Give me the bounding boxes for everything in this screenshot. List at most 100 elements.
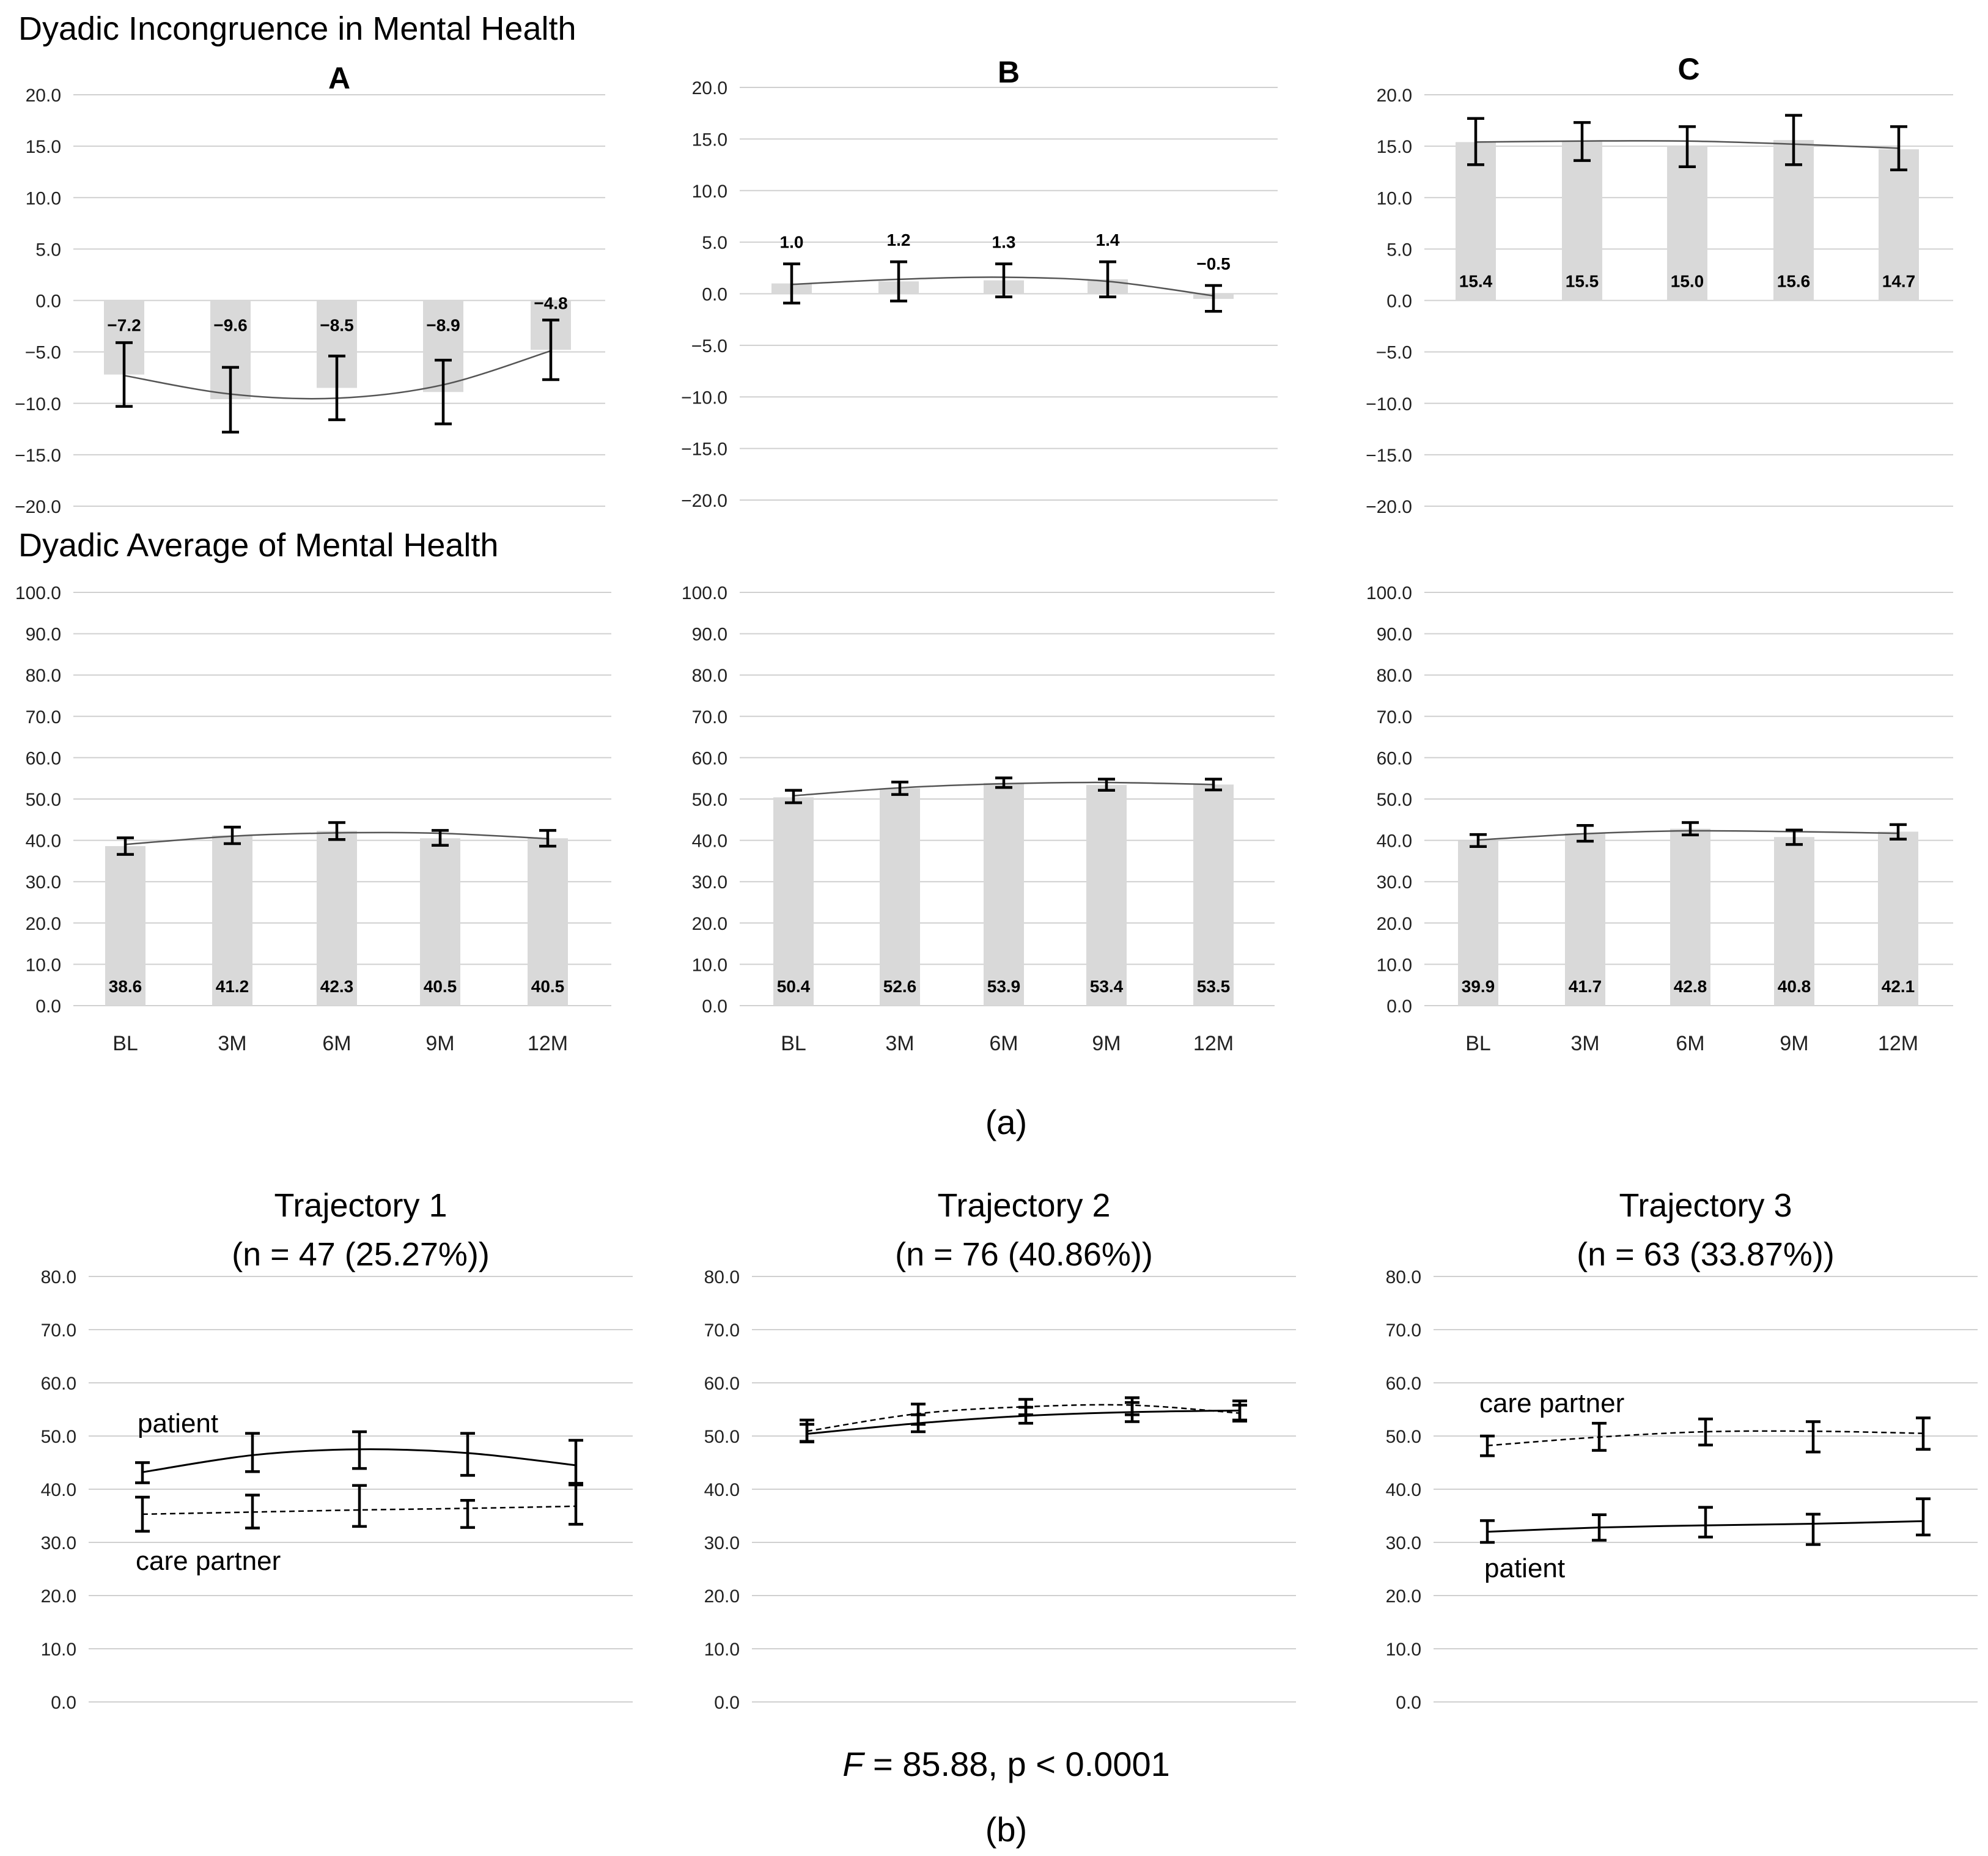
y-tick-label: 10.0	[1377, 188, 1412, 208]
y-tick-label: 90.0	[1377, 625, 1412, 645]
chart-average-B: 100.0 90.0 80.0 70.0 60.0 50.0 40.0 30.0 20.0 10.…	[682, 583, 1275, 1055]
y-tick-label: 60.0	[1377, 748, 1412, 768]
y-tick-label: 0.0	[702, 996, 727, 1017]
x-tick-label: 12M	[528, 1032, 568, 1055]
y-tick-label: 10.0	[704, 1640, 740, 1660]
chart-incongruence-B: 20.0 15.0 10.0 5.0 0.0 −5.0 −10.0 −15.0 −20.0 B 1.…	[681, 55, 1278, 511]
series-label-patient: patient	[138, 1409, 218, 1438]
chart-incongruence-C: 20.0 15.0 10.0 5.0 0.0 −5.0 −10.0 −15.0 −20.0 C 15…	[1366, 52, 1953, 517]
chart-trajectory-2: 80.0 70.0 60.0 50.0 40.0 30.0 20.0 10.0 0.0 Traje…	[704, 1187, 1296, 1713]
y-tick-label: 5.0	[1386, 240, 1412, 260]
y-tick-label: 70.0	[1377, 707, 1412, 727]
data-label: 15.0	[1671, 272, 1704, 291]
y-tick-label: 30.0	[692, 872, 727, 893]
bar-9M	[420, 838, 460, 1006]
y-tick-label: 60.0	[26, 748, 61, 768]
chart-average-C: 100.0 90.0 80.0 70.0 60.0 50.0 40.0 30.0 20.0 10.…	[1366, 583, 1953, 1055]
data-label: 41.2	[216, 977, 249, 996]
data-label: −9.6	[213, 316, 247, 335]
y-tick-label: 20.0	[692, 78, 727, 98]
x-tick-label: 12M	[1878, 1032, 1918, 1055]
data-label: 50.4	[777, 977, 811, 996]
bar-BL	[105, 846, 145, 1006]
y-tick-label: 70.0	[692, 707, 727, 727]
y-tick-label: 30.0	[1377, 872, 1412, 893]
y-tick-label: 0.0	[1396, 1693, 1421, 1713]
y-tick-label: 20.0	[1377, 86, 1412, 106]
data-label: 39.9	[1462, 977, 1495, 996]
y-tick-label: 15.0	[1377, 137, 1412, 157]
x-tick-label: BL	[781, 1032, 806, 1055]
y-tick-label: 40.0	[1377, 831, 1412, 852]
data-label: 40.5	[531, 977, 565, 996]
chart-incongruence-A: 20.0 15.0 10.0 5.0 0.0 −5.0 −10.0 −15.0 −20.0 A −7…	[15, 61, 605, 517]
x-tick-label: 12M	[1193, 1032, 1234, 1055]
y-tick-label: 0.0	[35, 292, 61, 312]
bar-3M	[212, 835, 252, 1006]
y-tick-label: 40.0	[692, 831, 727, 852]
y-tick-label: 60.0	[704, 1374, 740, 1394]
data-label: 40.5	[424, 977, 457, 996]
y-tick-label: 10.0	[692, 955, 727, 975]
y-tick-label: 60.0	[692, 748, 727, 768]
y-tick-label: 20.0	[704, 1586, 740, 1607]
statistic-text: F = 85.88, p < 0.0001	[842, 1745, 1170, 1783]
y-tick-label: −5.0	[691, 336, 727, 356]
statistic-symbol: F	[842, 1745, 865, 1783]
y-tick-label: 5.0	[702, 233, 727, 253]
y-tick-label: 80.0	[1386, 1267, 1421, 1287]
bar-6M	[984, 783, 1024, 1006]
bar-6M	[1667, 146, 1707, 301]
y-tick-label: 70.0	[1386, 1320, 1421, 1341]
y-tick-label: 20.0	[26, 86, 61, 106]
chart-average-A: 100.0 90.0 80.0 70.0 60.0 50.0 40.0 30.0 20.0 10.…	[15, 583, 611, 1055]
series-label-care-partner: care partner	[136, 1546, 281, 1576]
data-label: 40.8	[1778, 977, 1811, 996]
y-tick-label: 40.0	[1386, 1480, 1421, 1500]
chart-title: Trajectory 2	[937, 1187, 1110, 1224]
y-tick-label: 10.0	[26, 955, 61, 975]
y-tick-label: 20.0	[692, 914, 727, 934]
chart-title: Trajectory 1	[274, 1187, 447, 1224]
y-tick-label: 80.0	[26, 666, 61, 686]
data-label: 38.6	[109, 977, 142, 996]
data-label: 15.6	[1777, 272, 1811, 291]
statistic-rest: = 85.88, p < 0.0001	[863, 1745, 1169, 1783]
x-tick-label: 6M	[322, 1032, 351, 1055]
data-label: 1.3	[992, 233, 1016, 252]
y-tick-label: 80.0	[1377, 666, 1412, 686]
data-label: 1.2	[887, 230, 911, 249]
data-label: −0.5	[1196, 254, 1230, 273]
y-tick-label: 80.0	[692, 666, 727, 686]
series-label-care-partner: care partner	[1479, 1388, 1624, 1418]
y-tick-label: 10.0	[41, 1640, 76, 1660]
x-tick-label: 9M	[425, 1032, 454, 1055]
y-tick-label: 40.0	[41, 1480, 76, 1500]
chart-subtitle: (n = 76 (40.86%))	[895, 1236, 1153, 1273]
data-label: 14.7	[1882, 272, 1916, 291]
y-tick-label: 0.0	[35, 996, 61, 1017]
y-tick-label: −15.0	[15, 446, 61, 466]
data-label: 42.3	[320, 977, 354, 996]
y-tick-label: 80.0	[704, 1267, 740, 1287]
bar-12M	[1879, 149, 1919, 301]
y-tick-label: 20.0	[1386, 1586, 1421, 1607]
chart-subtitle: (n = 47 (25.27%))	[232, 1236, 490, 1273]
series-line-care-partner	[142, 1505, 576, 1515]
x-tick-label: 3M	[218, 1032, 246, 1055]
y-tick-label: 10.0	[1386, 1640, 1421, 1660]
y-tick-label: 30.0	[704, 1533, 740, 1553]
x-tick-label: 9M	[1780, 1032, 1808, 1055]
chart-trajectory-3: 80.0 70.0 60.0 50.0 40.0 30.0 20.0 10.0 0.0 Traje…	[1386, 1187, 1978, 1713]
chart-title: B	[998, 55, 1020, 89]
y-tick-label: −5.0	[25, 343, 61, 363]
data-label: −4.8	[534, 293, 567, 312]
bar-12M	[528, 838, 568, 1006]
y-tick-label: 10.0	[26, 188, 61, 208]
y-tick-label: −10.0	[1366, 394, 1412, 414]
y-tick-label: 50.0	[692, 790, 727, 810]
y-tick-label: −10.0	[681, 388, 727, 408]
y-tick-label: 70.0	[704, 1320, 740, 1341]
y-tick-label: −15.0	[681, 440, 727, 460]
